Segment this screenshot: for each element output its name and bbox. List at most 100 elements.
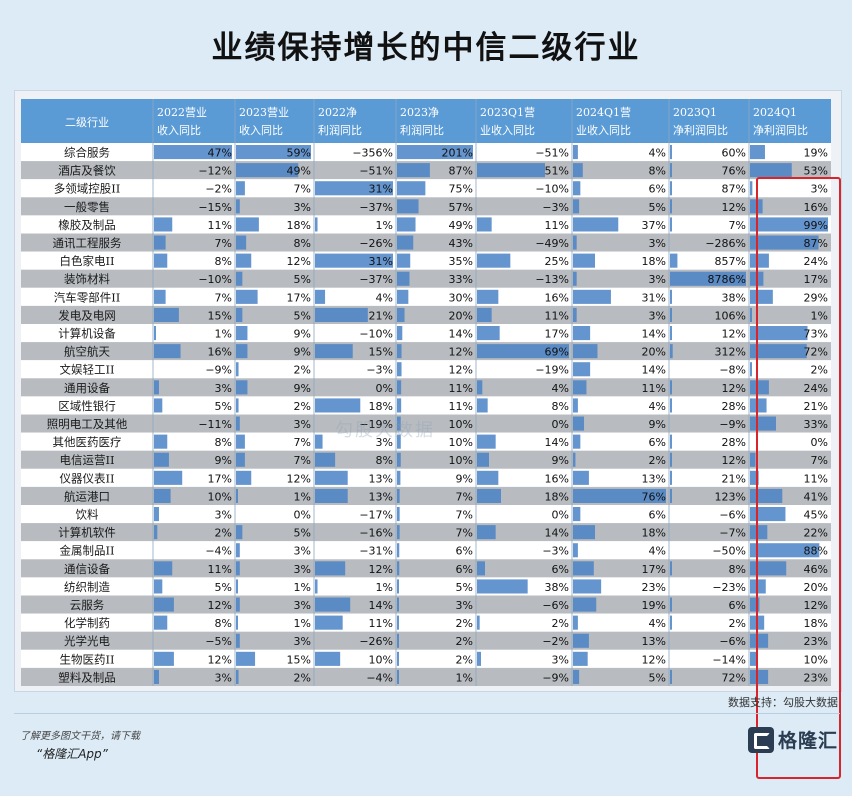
header-cell: 2023营业收入同比 — [239, 105, 289, 137]
cell-value: 10% — [804, 653, 828, 666]
cell-value: 21% — [369, 309, 393, 322]
header-line: 2023Q1 — [673, 106, 717, 119]
cell-value: 45% — [804, 509, 828, 522]
data-bar — [750, 217, 828, 232]
data-bar — [477, 488, 501, 503]
cell-value: 73% — [804, 328, 828, 341]
cell-value: 6% — [729, 599, 746, 612]
data-bar — [397, 470, 401, 485]
table-row — [21, 215, 831, 234]
data-bar — [154, 380, 159, 395]
cell-value: 21% — [722, 472, 746, 485]
data-bar — [154, 217, 173, 232]
data-bar — [477, 452, 489, 467]
data-bar — [236, 199, 240, 214]
cell-value: 25% — [545, 255, 569, 268]
data-bar — [154, 289, 166, 304]
cell-value: 18% — [287, 219, 311, 232]
data-bar — [750, 543, 820, 558]
data-bar — [397, 669, 399, 684]
cell-value: 51% — [545, 165, 569, 178]
cell-value: 7% — [456, 509, 473, 522]
data-table: 二级行业 2022营业收入同比 2023营业收入同比 2022净利润同比 2023净利润… — [14, 90, 842, 779]
cell-value: 2% — [294, 671, 311, 684]
data-bar — [154, 398, 163, 413]
cell-value: 0% — [294, 509, 311, 522]
data-bar — [750, 669, 769, 684]
cell-value: 19% — [642, 599, 666, 612]
data-bar — [397, 561, 400, 576]
cell-value: 7% — [729, 219, 746, 232]
data-bar — [573, 470, 589, 485]
cell-value: 15% — [369, 346, 393, 359]
cell-value: 2% — [729, 617, 746, 630]
data-bar — [670, 326, 672, 341]
data-bar — [236, 344, 248, 359]
header-cell: 2022净利润同比 — [318, 105, 362, 137]
data-bar — [154, 253, 168, 268]
data-bar — [477, 615, 480, 630]
row-label: 光学光电 — [64, 634, 110, 648]
data-bar — [154, 235, 166, 250]
data-bar — [573, 633, 589, 648]
data-bar — [750, 488, 783, 503]
cell-value: 46% — [804, 563, 828, 576]
cell-value: 49% — [287, 165, 311, 178]
cell-value: 12% — [208, 653, 232, 666]
cell-value: 3% — [649, 309, 666, 322]
data-bar — [397, 199, 419, 214]
cell-value: 3% — [294, 563, 311, 576]
cell-value: 28% — [722, 436, 746, 449]
cell-value: 15% — [208, 309, 232, 322]
highlight-box-2024q1-net-profit — [756, 177, 841, 779]
data-bar — [397, 362, 402, 377]
cell-value: 33% — [449, 273, 473, 286]
data-bar — [154, 561, 173, 576]
data-bar — [315, 289, 326, 304]
row-label: 多领域控股II — [54, 182, 121, 196]
cell-value: 16% — [804, 201, 828, 214]
data-bar — [573, 235, 577, 250]
data-bar — [397, 434, 401, 449]
row-label: 饮料 — [76, 508, 99, 522]
cell-value: −2% — [205, 183, 232, 196]
header-line: 净利润同比 — [673, 123, 728, 137]
cell-value: 23% — [642, 581, 666, 594]
cell-value: 88% — [804, 545, 828, 558]
header-line: 利润同比 — [318, 123, 362, 137]
data-bar — [477, 307, 492, 322]
table-row — [21, 613, 831, 632]
table-row — [21, 179, 831, 198]
row-label: 通信设备 — [64, 562, 110, 576]
cell-value: 7% — [811, 454, 828, 467]
cell-value: 3% — [376, 436, 393, 449]
cell-value: 87% — [804, 237, 828, 250]
data-bar — [315, 434, 323, 449]
cell-value: 8% — [294, 237, 311, 250]
table-row — [21, 505, 831, 524]
cell-value: 5% — [215, 581, 232, 594]
data-bar — [573, 199, 580, 214]
data-bar — [750, 253, 769, 268]
data-bar — [477, 253, 511, 268]
table-row — [21, 595, 831, 614]
data-bar — [397, 253, 411, 268]
cell-value: 9% — [294, 346, 311, 359]
row-label: 其他医药医疗 — [53, 435, 122, 449]
cell-value: 31% — [369, 183, 393, 196]
cell-value: 12% — [449, 346, 473, 359]
data-bar — [397, 452, 401, 467]
cell-value: 37% — [642, 219, 666, 232]
cell-value: 3% — [649, 273, 666, 286]
cell-value: −23% — [712, 581, 746, 594]
table-row — [21, 541, 831, 560]
cell-value: 0% — [552, 509, 569, 522]
data-bar — [573, 181, 581, 196]
data-bar — [477, 326, 500, 341]
data-bar — [670, 163, 672, 178]
header-line: 业收入同比 — [480, 123, 535, 137]
cell-value: 2% — [456, 617, 473, 630]
cell-value: 1% — [811, 309, 828, 322]
cell-value: −9% — [205, 364, 232, 377]
cell-value: −8% — [719, 364, 746, 377]
